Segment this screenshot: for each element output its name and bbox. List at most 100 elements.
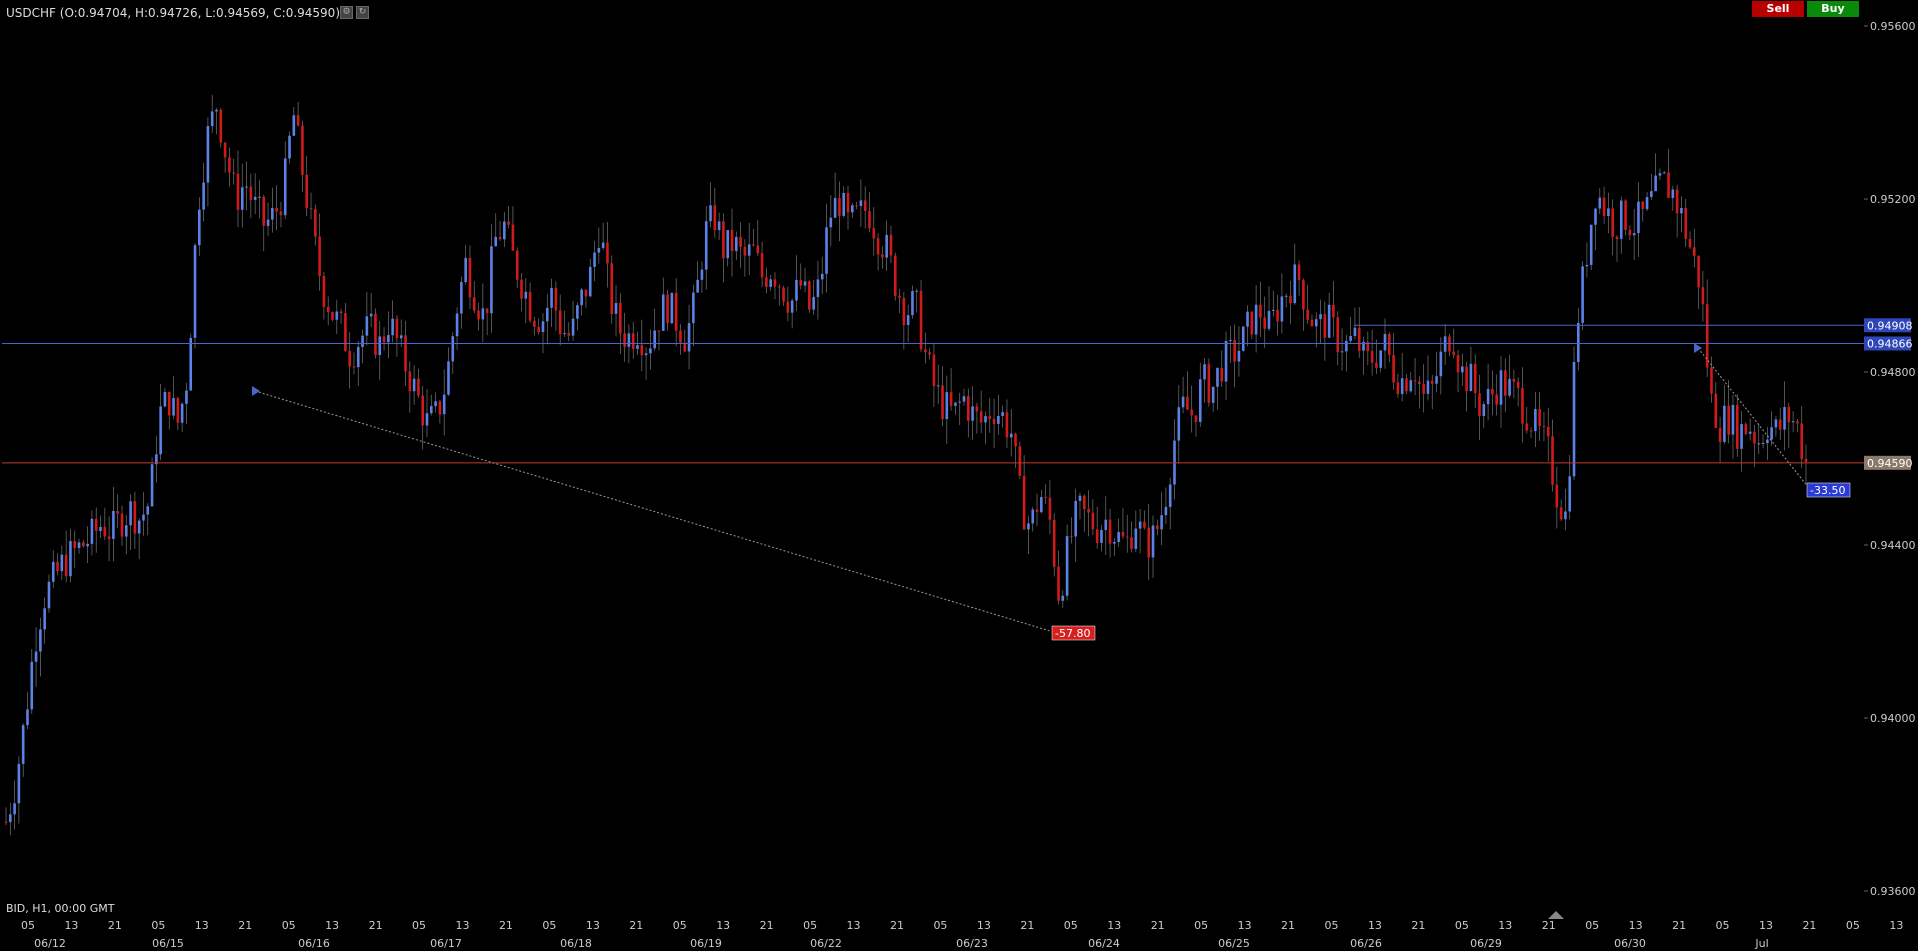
candle-up — [39, 629, 42, 652]
candle-up — [1680, 207, 1683, 214]
candle-down — [1559, 507, 1563, 520]
date-label: 06/16 — [298, 937, 330, 950]
candle-up — [717, 221, 721, 231]
candle-up — [460, 282, 463, 314]
time-tick-label: 05 — [1194, 919, 1208, 932]
candle-down — [1057, 566, 1060, 601]
candle-down — [1413, 380, 1417, 382]
time-tick-label: 13 — [1629, 919, 1643, 932]
scroll-marker — [1548, 911, 1564, 919]
candle-down — [1787, 407, 1791, 423]
candle-down — [236, 173, 240, 210]
candle-up — [692, 292, 695, 324]
candle-down — [610, 263, 614, 314]
candle-up — [185, 390, 188, 404]
candle-up — [1117, 532, 1120, 542]
candle-down — [1302, 280, 1305, 310]
candle-down — [94, 518, 98, 532]
candle-down — [730, 230, 734, 251]
refresh-icon[interactable]: ↻ — [356, 6, 369, 19]
candle-down — [1473, 363, 1477, 394]
candle-down — [1624, 200, 1627, 230]
candle-down — [1190, 409, 1193, 416]
price-lines: 0.94908 0.94866 0.94590 — [2, 318, 1913, 470]
candle-down — [472, 297, 476, 311]
time-tick-label: 05 — [542, 919, 556, 932]
candle-down — [275, 208, 278, 212]
candle-up — [442, 394, 446, 415]
candle-up — [1499, 370, 1503, 405]
time-tick-label: 05 — [412, 919, 426, 932]
candle-down — [966, 396, 970, 421]
candle-up — [833, 197, 837, 218]
candle-up — [580, 289, 583, 306]
candle-down — [902, 297, 906, 325]
candle-down — [1297, 264, 1301, 281]
candle-up — [1671, 189, 1675, 199]
candle-up — [1160, 515, 1163, 530]
candle-up — [945, 392, 949, 420]
price-line-tag-label: 0.94908 — [1867, 319, 1913, 332]
measure-line — [1697, 347, 1809, 488]
candle-down — [1044, 497, 1047, 499]
price-line-tag-label: 0.94590 — [1867, 457, 1913, 470]
candle-up — [644, 353, 648, 356]
candle-up — [210, 111, 214, 127]
candle-up — [172, 398, 175, 416]
measure-start-marker — [1694, 343, 1702, 353]
candle-up — [464, 257, 467, 283]
candle-down — [507, 221, 510, 225]
candle-up — [1607, 208, 1610, 217]
candle-down — [1121, 532, 1125, 537]
candle-up — [1349, 335, 1352, 341]
candle-down — [1430, 380, 1434, 384]
candle-up — [429, 406, 433, 414]
candle-down — [228, 157, 231, 173]
candle-up — [1534, 409, 1537, 432]
candle-down — [374, 313, 377, 356]
candle-up — [769, 279, 772, 287]
candle-down — [1207, 364, 1211, 403]
candle-up — [687, 323, 691, 352]
date-label: Jul — [1754, 937, 1768, 950]
candle-up — [30, 661, 34, 710]
sell-button[interactable]: Sell — [1752, 1, 1804, 17]
candle-up — [447, 361, 450, 395]
candle-down — [932, 354, 936, 387]
candle-up — [412, 378, 416, 392]
candle-up — [1267, 310, 1271, 329]
candle-down — [1147, 527, 1151, 558]
candle-up — [155, 454, 158, 465]
candle-down — [623, 333, 626, 347]
price-line-tag-label: 0.94866 — [1867, 337, 1913, 350]
buy-button[interactable]: Buy — [1807, 1, 1859, 17]
date-label: 06/22 — [810, 937, 842, 950]
candle-up — [369, 313, 373, 317]
date-label: 06/29 — [1470, 937, 1502, 950]
candle-up — [129, 501, 132, 526]
date-label: 06/26 — [1350, 937, 1382, 950]
candle-down — [868, 211, 871, 229]
candle-up — [1203, 364, 1206, 380]
candle-up — [1645, 197, 1649, 210]
candle-up — [1654, 175, 1657, 192]
candle-up — [576, 305, 579, 319]
candle-up — [851, 205, 854, 213]
candle-down — [1796, 421, 1799, 424]
candle-down — [249, 186, 253, 200]
candle-up — [1353, 327, 1357, 336]
candle-up — [593, 252, 596, 267]
settings-icon[interactable]: ⚙ — [340, 6, 353, 19]
candle-up — [1031, 509, 1035, 524]
candle-up — [378, 336, 382, 356]
candle-down — [301, 125, 304, 175]
candle-up — [1632, 233, 1636, 236]
candle-up — [984, 416, 987, 423]
candle-up — [1293, 264, 1297, 304]
candle-down — [1070, 536, 1073, 538]
candle-up — [936, 385, 940, 387]
candle-up — [86, 543, 89, 547]
candle-down — [1375, 362, 1378, 368]
candle-down — [1491, 389, 1494, 395]
